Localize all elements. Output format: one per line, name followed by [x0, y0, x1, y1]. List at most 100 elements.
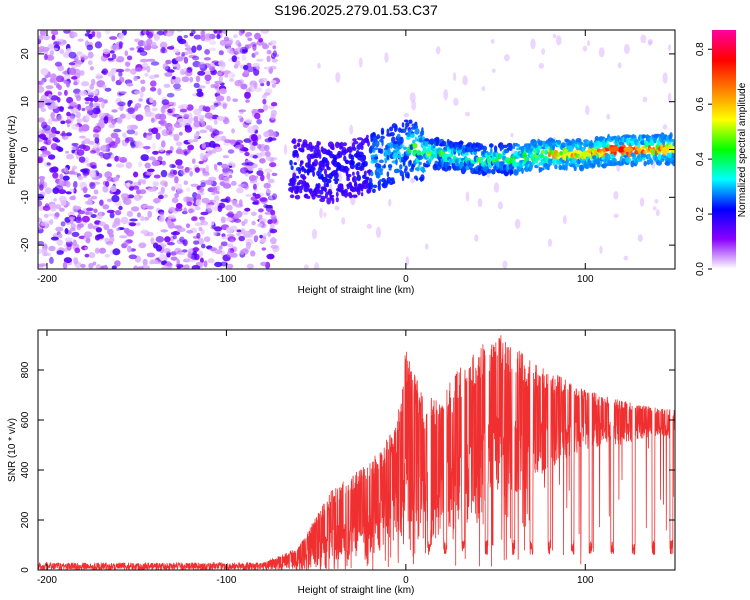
spectrogram-noise-blob	[60, 221, 66, 227]
spectrogram-noise-blob	[44, 187, 52, 195]
spectrogram-noise-blob	[200, 34, 206, 42]
spectrogram-noise-blob	[179, 108, 188, 113]
spectrogram-noise-blob	[74, 216, 83, 223]
spectrogram-noise-blob	[236, 229, 242, 233]
spectrogram-x-tick-label: -100	[216, 274, 236, 285]
spectrogram-signal-blob	[414, 136, 418, 142]
spectrogram-noise-blob	[263, 131, 270, 138]
spectrogram-noise-blob	[148, 156, 156, 161]
spectrogram-noise-blob	[125, 61, 131, 67]
spectrogram-noise-blob	[140, 86, 146, 92]
spectrogram-signal-blob	[625, 156, 631, 164]
spectrogram-noise-blob	[267, 105, 275, 110]
spectrogram-noise-blob	[256, 58, 264, 62]
spectrogram-noise-blob	[106, 163, 112, 168]
spectrogram-signal-blob	[410, 133, 416, 138]
spectrogram-noise-blob	[40, 222, 47, 227]
spectrogram-noise-blob	[40, 153, 48, 158]
spectrogram-faint-blob	[388, 198, 392, 207]
spectrogram-noise-blob	[201, 120, 206, 127]
spectrogram-noise-blob	[101, 101, 105, 109]
spectrogram-noise-blob	[64, 167, 69, 173]
spectrogram-signal-blob	[289, 194, 295, 199]
spectrogram-noise-blob	[246, 263, 255, 269]
spectrogram-y-tick-label: 20	[20, 48, 31, 60]
spectrogram-signal-blob	[414, 127, 420, 135]
spectrogram-noise-blob	[51, 34, 56, 41]
spectrogram-noise-blob	[114, 210, 122, 216]
spectrogram-noise-blob	[172, 230, 180, 236]
spectrogram-noise-blob	[198, 226, 203, 232]
spectrogram-noise-blob	[162, 104, 170, 109]
spectrogram-signal-blob	[367, 140, 370, 147]
spectrogram-faint-blob	[613, 213, 619, 218]
spectrogram-signal-blob	[324, 173, 329, 177]
spectrogram-noise-blob	[38, 117, 45, 123]
spectrogram-faint-blob	[303, 264, 309, 269]
spectrogram-noise-blob	[50, 166, 59, 173]
spectrogram-signal-blob	[415, 177, 419, 181]
spectrogram-noise-blob	[84, 33, 91, 37]
spectrogram-noise-blob	[84, 246, 89, 250]
spectrogram-noise-blob	[42, 205, 51, 211]
spectrogram-signal-blob	[389, 132, 395, 137]
spectrogram-noise-blob	[48, 132, 56, 138]
spectrogram-noise-blob	[41, 251, 49, 257]
spectrogram-noise-blob	[73, 181, 78, 189]
spectrogram-noise-blob	[218, 50, 224, 56]
spectrogram-noise-blob	[176, 188, 184, 194]
spectrogram-noise-blob	[203, 70, 212, 76]
spectrogram-noise-blob	[150, 259, 159, 264]
spectrogram-noise-blob	[130, 206, 140, 212]
spectrogram-noise-blob	[140, 154, 149, 162]
spectrogram-noise-blob	[39, 30, 47, 36]
spectrogram-noise-blob	[115, 68, 125, 73]
spectrogram-noise-blob	[153, 174, 161, 179]
spectrogram-noise-blob	[231, 199, 238, 207]
spectrogram-noise-blob	[81, 81, 90, 87]
spectrogram-signal-blob	[490, 147, 493, 155]
spectrogram-noise-blob	[108, 123, 116, 129]
spectrogram-faint-blob	[283, 144, 288, 155]
spectrogram-noise-blob	[167, 69, 175, 73]
spectrogram-noise-blob	[147, 210, 153, 218]
spectrogram-noise-blob	[229, 78, 235, 82]
spectrogram-noise-blob	[39, 45, 45, 51]
spectrogram-noise-blob	[179, 69, 185, 76]
spectrogram-noise-blob	[126, 55, 133, 61]
spectrogram-noise-blob	[196, 232, 201, 239]
spectrogram-noise-blob	[269, 40, 277, 45]
spectrogram-signal-blob	[417, 164, 421, 168]
spectrogram-noise-blob	[79, 135, 86, 139]
spectrogram-noise-blob	[212, 129, 220, 137]
spectrogram-faint-blob	[541, 48, 545, 55]
spectrogram-noise-blob	[54, 212, 60, 218]
spectrogram-noise-blob	[200, 182, 206, 188]
spectrogram-signal-blob	[592, 155, 598, 160]
spectrogram-noise-blob	[100, 144, 109, 153]
spectrogram-signal-blob	[669, 132, 673, 139]
spectrogram-noise-blob	[208, 140, 216, 148]
spectrogram-signal-blob	[666, 141, 672, 145]
spectrogram-noise-blob	[173, 133, 180, 142]
spectrogram-noise-blob	[220, 216, 226, 224]
spectrogram-noise-blob	[159, 253, 167, 261]
spectrogram-noise-blob	[224, 217, 232, 222]
spectrogram-noise-blob	[235, 139, 244, 144]
spectrogram-noise-blob	[253, 68, 260, 76]
spectrogram-noise-blob	[164, 262, 173, 269]
spectrogram-noise-blob	[161, 140, 166, 148]
spectrogram-noise-blob	[147, 168, 155, 173]
spectrogram-faint-blob	[487, 173, 490, 178]
snr-x-tick-label: 100	[577, 575, 594, 586]
spectrogram-noise-blob	[252, 141, 258, 146]
spectrogram-noise-blob	[102, 204, 110, 210]
spectrogram-noise-blob	[104, 254, 111, 258]
spectrogram-noise-blob	[181, 76, 190, 83]
spectrogram-noise-blob	[196, 88, 203, 93]
spectrogram-noise-blob	[269, 253, 274, 259]
spectrogram-noise-blob	[103, 264, 108, 269]
colorbar: 0.0 0.2 0.4 0.6 0.8 Normalized spectral ampl…	[695, 30, 748, 276]
spectrogram-noise-blob	[104, 237, 110, 243]
